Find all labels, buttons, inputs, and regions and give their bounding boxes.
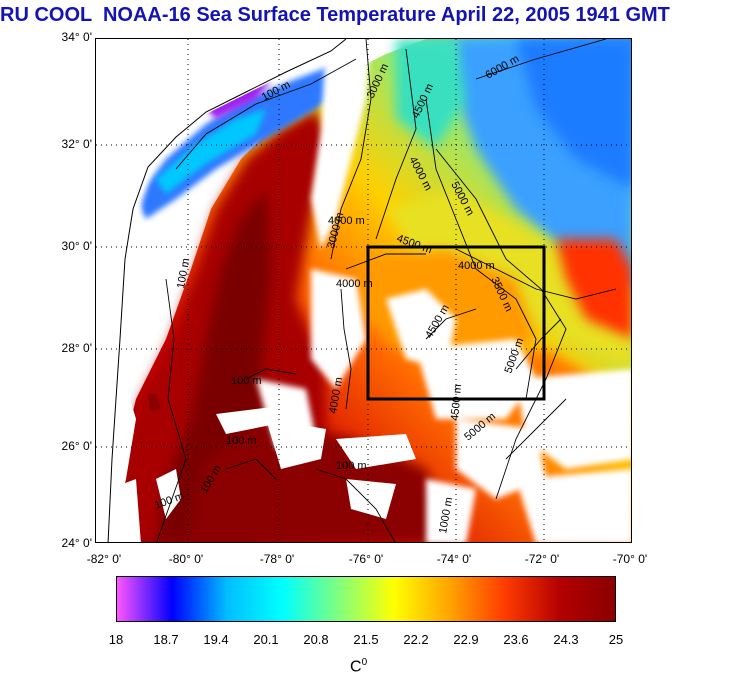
latitude-label: 32° 0' [61,137,92,151]
color-scale-tick: 18 [108,632,124,647]
contour-label: 4000 m [328,215,365,227]
contour-label: 100 m [226,435,257,447]
sst-map: 100 m 3000 m 4500 m 6000 m 4000 m 5000 m… [95,38,632,543]
sst-map-image: 100 m 3000 m 4500 m 6000 m 4000 m 5000 m… [96,39,631,542]
color-scale-tick: 21.5 [353,632,379,647]
color-scale-tick: 20.8 [303,632,329,647]
longitude-label: -70° 0' [612,552,648,566]
page-title: RU COOL NOAA-16 Sea Surface Temperature … [0,4,670,26]
latitude-label: 28° 0' [61,341,92,355]
color-scale-tick: 23.6 [503,632,529,647]
color-scale-tick: 22.2 [403,632,429,647]
latitude-label: 34° 0' [61,30,92,44]
longitude-label: -76° 0' [348,552,384,566]
color-scale-tick: 18.7 [153,632,179,647]
longitude-label: -74° 0' [436,552,472,566]
latitude-label: 24° 0' [61,536,92,550]
contour-label: 100 m [231,375,262,387]
color-scale-bar [116,576,616,622]
latitude-label: 30° 0' [61,239,92,253]
color-scale-unit: C0 [350,657,368,676]
region-box [366,245,546,401]
longitude-label: -82° 0' [86,552,122,566]
color-scale-tick: 22.9 [453,632,479,647]
color-scale-tick: 24.3 [553,632,579,647]
longitude-label: -80° 0' [168,552,204,566]
contour-label: 4000 m [458,260,495,272]
longitude-label: -78° 0' [259,552,295,566]
latitude-label: 26° 0' [61,439,92,453]
contour-label: 100 m [336,460,367,472]
color-scale-tick: 25 [608,632,624,647]
color-scale-tick: 19.4 [203,632,229,647]
longitude-label: -72° 0' [524,552,560,566]
color-scale-ticks: 18 18.7 19.4 20.1 20.8 21.5 22.2 22.9 23… [0,632,736,650]
contour-label: 4500 m [449,384,464,422]
color-scale-tick: 20.1 [253,632,279,647]
contour-label: 4000 m [336,278,373,290]
contour-label: 100 m [175,257,192,289]
